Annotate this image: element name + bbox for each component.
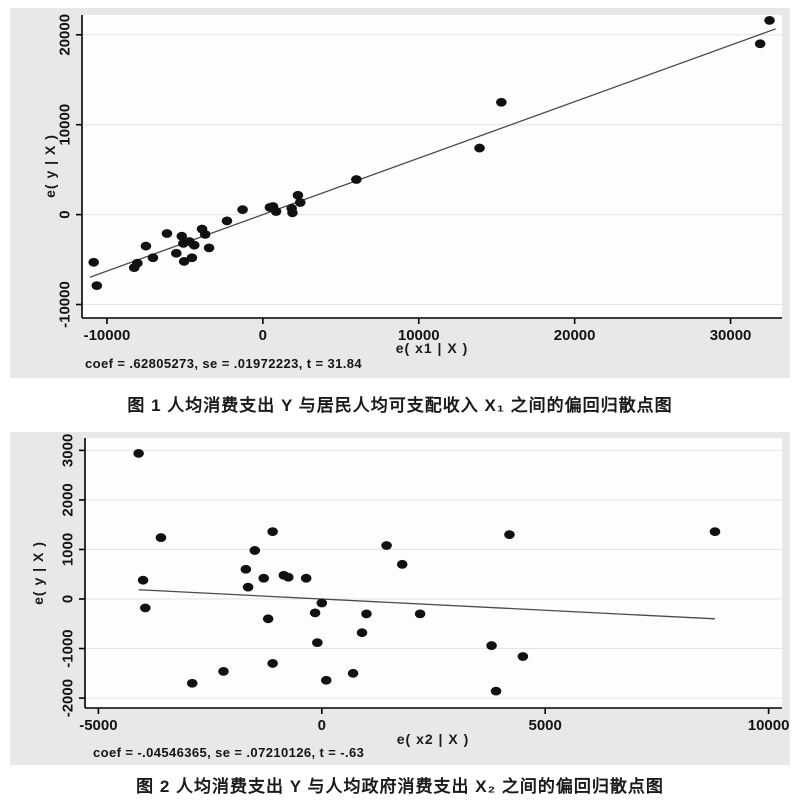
scatter-point (312, 638, 323, 648)
scatter-point (292, 190, 304, 200)
figure1-scatter-plot: -10000 0 10000 20000 30000 -10000 0 10000 20000 (57, 14, 782, 344)
scatter-point (356, 628, 368, 638)
x-tick-label: 0 (318, 717, 326, 734)
scatter-point (133, 448, 144, 458)
scatter-point (88, 257, 99, 267)
scatter-point (486, 641, 497, 650)
x-tick-label: 0 (259, 327, 267, 344)
scatter-point (282, 572, 294, 582)
figure2-regression-stats: coef = -.04546365, se = .07210126, t = -… (93, 745, 365, 760)
scatter-point (267, 527, 278, 537)
scatter-point (176, 231, 188, 241)
figure2-y-axis-title: e( y | X ) (30, 541, 46, 605)
plot-area (85, 438, 782, 708)
scatter-point (490, 686, 502, 696)
scatter-point (517, 652, 529, 661)
scatter-point (414, 609, 426, 619)
figure1-y-axis-title: e( y | X ) (42, 134, 58, 198)
scatter-point (137, 575, 149, 585)
y-tick-label: 1000 (60, 533, 77, 566)
scatter-point (178, 256, 190, 266)
scatter-point (709, 527, 721, 537)
scatter-point (132, 258, 143, 268)
scatter-point (249, 546, 261, 555)
figure1-regression-stats: coef = .62805273, se = .01972223, t = 31… (85, 356, 363, 371)
y-tick-label: 10000 (57, 104, 74, 146)
y-tick-label: 20000 (57, 14, 74, 56)
scatter-point (381, 541, 392, 550)
scatter-point (221, 216, 233, 226)
scatter-point (91, 281, 103, 291)
y-tick-label: -10000 (57, 281, 74, 328)
scatter-point (474, 143, 485, 153)
scatter-point (199, 229, 211, 239)
y-tick-label: 2000 (60, 483, 77, 516)
x-tick-label: 10000 (748, 717, 790, 734)
scatter-point (270, 207, 282, 216)
scatter-point (316, 598, 328, 608)
scatter-point (147, 253, 159, 263)
x-tick-label: 5000 (529, 717, 562, 734)
scatter-point (218, 666, 229, 676)
scatter-point (203, 243, 215, 253)
figure1-panel: -10000 0 10000 20000 30000 -10000 0 10000 20000 … (10, 8, 790, 378)
scatter-point (347, 668, 359, 678)
x-tick-label: -10000 (84, 327, 131, 344)
scatter-point (171, 248, 182, 258)
y-tick-label: 3000 (60, 434, 77, 467)
scatter-point (237, 205, 248, 215)
x-tick-label: 30000 (710, 327, 752, 344)
figure1-caption: 图 1 人均消费支出 Y 与居民人均可支配收入 X₁ 之间的偏回归散点图 (127, 396, 673, 415)
scatter-point (396, 559, 408, 569)
scatter-point (294, 198, 306, 207)
scatter-point (351, 175, 362, 184)
plot-area (82, 15, 782, 318)
scatter-point (188, 240, 200, 250)
y-tick-label: 0 (57, 210, 74, 218)
scatter-point (764, 15, 775, 25)
scatter-point (504, 530, 515, 540)
scatter-point (320, 675, 332, 685)
figure2-panel: -5000 0 5000 10000 -2000 -1000 0 1000 2000 3000 e… (10, 432, 790, 765)
y-tick-label: -2000 (60, 679, 77, 717)
scatter-point (155, 533, 167, 542)
scatter-point (300, 573, 312, 583)
scatter-point (262, 614, 274, 624)
scatter-point (258, 573, 270, 583)
scatter-point (267, 659, 278, 668)
figure2-caption: 图 2 人均消费支出 Y 与人均政府消费支出 X₂ 之间的偏回归散点图 (136, 777, 664, 796)
regression-fit-line (138, 589, 716, 620)
figure2-scatter-plot: -5000 0 5000 10000 -2000 -1000 0 1000 2000 3000 (60, 434, 790, 734)
figure2-x-axis-title: e( x2 | X ) (396, 731, 470, 747)
y-tick-label: 0 (60, 595, 77, 603)
scatter-point (309, 608, 321, 618)
scatter-point (240, 564, 252, 574)
x-tick-label: 10000 (398, 327, 440, 344)
scatter-point (287, 208, 298, 218)
scatter-point (242, 582, 254, 592)
scatter-point (140, 603, 151, 613)
scatter-point (186, 678, 198, 688)
figure1-x-axis-title: e( x1 | X ) (395, 340, 469, 356)
scatter-point (496, 97, 507, 107)
x-tick-label: 20000 (554, 327, 596, 344)
x-tick-label: -5000 (79, 717, 117, 734)
y-tick-label: -1000 (60, 629, 77, 667)
scatter-point (161, 229, 173, 238)
scatter-point (186, 253, 198, 263)
scatter-point (361, 609, 372, 619)
scatter-point (140, 241, 152, 251)
scatter-point (754, 39, 766, 49)
